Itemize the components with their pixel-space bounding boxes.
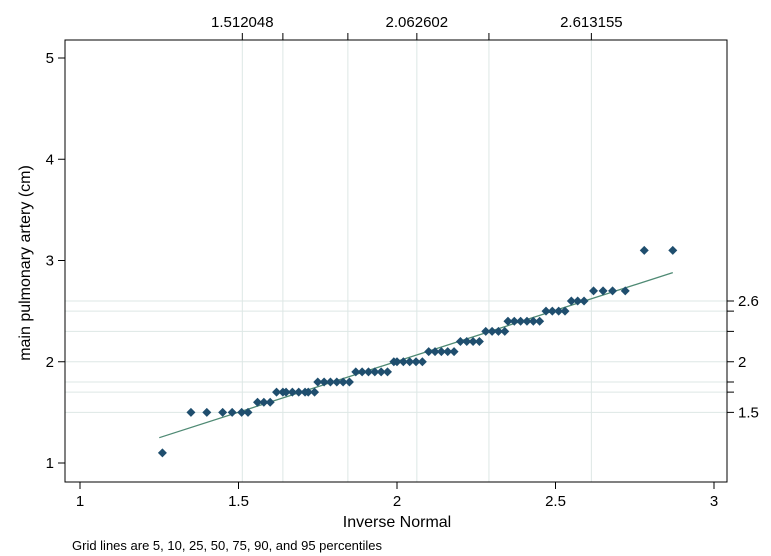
data-point xyxy=(344,377,354,387)
data-point xyxy=(417,357,427,367)
x-tick-label: 3 xyxy=(710,493,718,510)
y-tick-label: 2 xyxy=(46,354,54,371)
top-tick-label: 2.062602 xyxy=(386,14,449,31)
x-tick-label: 1 xyxy=(76,493,84,510)
data-point xyxy=(579,296,589,306)
data-point xyxy=(598,286,608,296)
data-point xyxy=(516,316,526,326)
data-point xyxy=(303,387,313,397)
data-point xyxy=(487,326,497,336)
data-point xyxy=(554,306,564,316)
data-point xyxy=(157,448,167,458)
x-axis-title: Inverse Normal xyxy=(343,514,451,531)
right-tick-label: 1.5 xyxy=(738,404,759,421)
top-tick-label: 1.512048 xyxy=(211,14,274,31)
data-point xyxy=(509,316,519,326)
data-point xyxy=(376,367,386,377)
point-layer xyxy=(157,245,678,458)
data-point xyxy=(639,245,649,255)
data-point xyxy=(455,337,465,346)
data-point xyxy=(547,306,557,316)
data-point xyxy=(319,377,329,387)
data-point xyxy=(351,367,361,377)
data-point xyxy=(573,296,583,306)
grid-layer xyxy=(65,40,727,482)
data-point xyxy=(462,337,472,346)
data-point xyxy=(237,407,247,417)
data-point xyxy=(668,245,678,255)
data-point xyxy=(392,357,402,367)
data-point xyxy=(522,316,532,326)
data-point xyxy=(370,367,380,377)
data-point xyxy=(424,347,434,357)
data-point xyxy=(186,407,196,417)
data-point xyxy=(589,286,599,296)
y-axis-title: main pulmonary artery (cm) xyxy=(17,165,34,361)
data-point xyxy=(313,377,323,387)
data-point xyxy=(272,387,282,397)
data-point xyxy=(503,316,513,326)
data-point xyxy=(535,316,545,326)
data-point xyxy=(382,367,392,377)
data-point xyxy=(202,407,212,417)
data-point xyxy=(287,387,297,397)
data-point xyxy=(405,357,415,367)
data-point xyxy=(560,306,570,316)
top-tick-label: 2.613155 xyxy=(560,14,623,31)
y-tick-label: 5 xyxy=(46,50,54,67)
y-tick-label: 1 xyxy=(46,455,54,472)
data-point xyxy=(325,377,335,387)
data-point xyxy=(363,367,373,377)
data-point xyxy=(500,326,510,336)
right-tick-label: 2.6 xyxy=(738,293,759,310)
right-tick-label: 2 xyxy=(738,354,746,371)
data-point xyxy=(243,407,253,417)
data-point xyxy=(218,407,228,417)
axis-layer: 1 1.5 2 2.5 3 1 2 3 4 5 1.512048 2.062602 2.613155 1.… xyxy=(46,14,759,510)
data-point xyxy=(253,397,263,407)
x-tick-label: 1.5 xyxy=(228,493,249,510)
grid-note: Grid lines are 5, 10, 25, 50, 75, 90, an… xyxy=(72,538,383,553)
data-point xyxy=(430,347,440,357)
data-point xyxy=(227,407,237,417)
plot-frame xyxy=(64,39,728,483)
data-point xyxy=(265,397,275,407)
y-tick-label: 4 xyxy=(46,151,54,168)
fit-layer xyxy=(159,272,673,439)
data-point xyxy=(436,347,446,357)
data-point xyxy=(357,367,367,377)
data-point xyxy=(474,337,484,346)
data-point xyxy=(493,326,503,336)
data-point xyxy=(566,296,576,306)
data-point xyxy=(411,357,421,367)
data-point xyxy=(332,377,342,387)
data-point xyxy=(620,286,630,296)
data-point xyxy=(449,347,459,357)
data-point xyxy=(294,387,304,397)
data-point xyxy=(608,286,618,296)
data-point xyxy=(259,397,269,407)
data-point xyxy=(481,326,491,336)
x-tick-label: 2 xyxy=(393,493,401,510)
data-point xyxy=(468,337,478,346)
x-tick-label: 2.5 xyxy=(545,493,566,510)
data-point xyxy=(281,387,291,397)
fit-line xyxy=(159,272,673,439)
data-point xyxy=(398,357,408,367)
data-point xyxy=(443,347,453,357)
data-point xyxy=(541,306,551,316)
data-point xyxy=(528,316,538,326)
y-tick-label: 3 xyxy=(46,253,54,270)
data-point xyxy=(310,387,320,397)
data-point xyxy=(338,377,348,387)
